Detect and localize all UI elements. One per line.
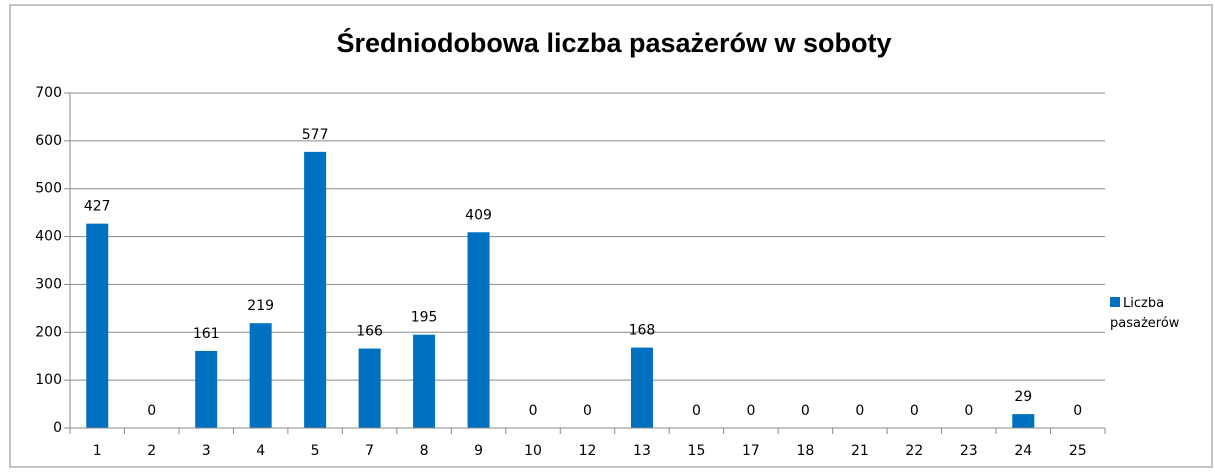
x-tick-label: 10: [524, 443, 542, 459]
bar: [249, 323, 272, 428]
x-tick-label: 8: [420, 443, 429, 459]
x-tick-label: 21: [851, 443, 869, 459]
data-label: 409: [465, 207, 492, 223]
x-tick-label: 9: [474, 443, 483, 459]
x-tick-label: 23: [960, 443, 978, 459]
x-tick-label: 1: [93, 443, 102, 459]
data-label: 29: [1014, 389, 1032, 405]
data-label: 0: [746, 403, 755, 419]
x-tick-label: 4: [256, 443, 265, 459]
x-tick-label: 22: [905, 443, 923, 459]
legend: Liczba pasażerów: [1110, 294, 1215, 334]
data-label: 166: [356, 324, 383, 340]
x-tick-label: 7: [365, 443, 374, 459]
bar: [413, 334, 436, 428]
data-label: 0: [529, 403, 538, 419]
bar: [358, 348, 381, 428]
y-tick-label: 100: [35, 372, 62, 388]
x-tick-label: 17: [742, 443, 760, 459]
bar: [467, 232, 490, 428]
legend-swatch: [1110, 297, 1120, 307]
x-tick-label: 5: [311, 443, 320, 459]
y-tick-label: 700: [35, 85, 62, 101]
x-tick-label: 15: [688, 443, 706, 459]
data-label: 0: [147, 403, 156, 419]
data-label: 0: [1073, 403, 1082, 419]
y-tick-label: 300: [35, 276, 62, 292]
x-tick-label: 12: [579, 443, 597, 459]
data-label: 161: [193, 326, 220, 342]
x-tick-label: 3: [202, 443, 211, 459]
data-label: 0: [910, 403, 919, 419]
data-label: 0: [692, 403, 701, 419]
bar: [86, 223, 109, 428]
data-label: 0: [964, 403, 973, 419]
data-label: 195: [411, 310, 438, 326]
chart-title: Średniodobowa liczba pasażerów w soboty: [336, 27, 891, 58]
y-tick-label: 400: [35, 229, 62, 245]
bar: [304, 151, 327, 428]
bar: [630, 347, 653, 428]
y-tick-label: 600: [35, 133, 62, 149]
x-tick-label: 25: [1069, 443, 1087, 459]
data-label: 0: [801, 403, 810, 419]
legend-label: Liczba pasażerów: [1110, 296, 1180, 331]
bar: [195, 350, 218, 428]
y-tick-label: 0: [53, 420, 62, 436]
data-label: 427: [84, 199, 111, 215]
data-label: 219: [247, 298, 274, 314]
y-tick-label: 500: [35, 181, 62, 197]
data-label: 0: [583, 403, 592, 419]
x-tick-label: 18: [796, 443, 814, 459]
y-tick-label: 200: [35, 324, 62, 340]
bar: [1012, 414, 1035, 428]
x-tick-label: 2: [147, 443, 156, 459]
x-tick-label: 24: [1014, 443, 1032, 459]
data-label: 0: [855, 403, 864, 419]
x-tick-label: 13: [633, 443, 651, 459]
data-label: 168: [629, 323, 656, 339]
data-label: 577: [302, 127, 329, 143]
